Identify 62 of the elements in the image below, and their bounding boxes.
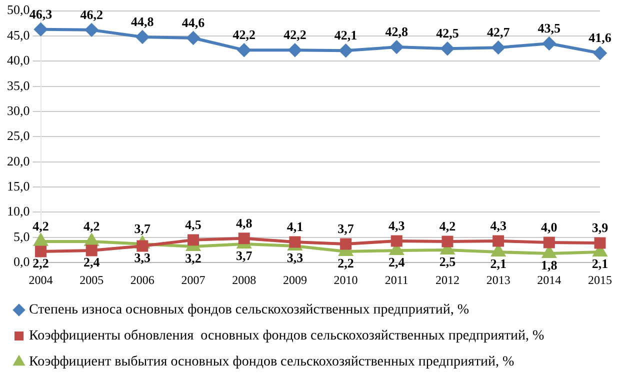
data-label: 42,2 (284, 26, 306, 42)
data-label: 3,7 (338, 220, 354, 236)
data-label: 4,3 (388, 218, 406, 233)
data-label: 4,3 (490, 218, 507, 233)
x-tick-label: 2010 (334, 272, 358, 287)
y-tick-label: 25,0 (7, 128, 30, 144)
x-tick-label: 2004 (28, 272, 53, 287)
y-tick-label: 20,0 (7, 153, 30, 168)
data-label: 2,2 (338, 255, 354, 270)
y-tick-label: 45,0 (7, 27, 30, 42)
data-label: 41,6 (588, 30, 612, 45)
y-tick-label: 30,0 (7, 102, 30, 118)
data-label: 3,3 (134, 250, 152, 265)
data-label: 4,2 (32, 218, 49, 234)
x-tick-label: 2014 (537, 272, 562, 287)
y-tick-label: 5,0 (14, 228, 30, 244)
data-label: 3,3 (286, 250, 304, 265)
y-tick-label: 35,0 (7, 78, 30, 93)
x-tick-label: 2012 (435, 272, 460, 287)
data-label: 3,2 (185, 250, 202, 266)
data-label: 4,2 (439, 218, 456, 234)
data-label: 2,5 (439, 254, 456, 269)
x-tick-label: 2006 (130, 272, 154, 287)
data-label: 2,1 (490, 256, 506, 271)
data-label: 4,0 (541, 219, 558, 234)
data-label: 4,5 (185, 216, 202, 232)
data-label: 42,8 (385, 24, 409, 39)
x-tick-label: 2009 (282, 272, 307, 287)
data-label: 2,4 (388, 254, 406, 270)
data-label: 44,6 (182, 14, 206, 30)
data-label: 46,3 (29, 6, 53, 22)
y-tick-label: 0,0 (14, 254, 30, 270)
data-label: 3,9 (592, 220, 609, 235)
data-label: 3,7 (134, 220, 152, 236)
y-tick-label: 50,0 (7, 2, 30, 18)
data-label: 46,2 (80, 6, 103, 22)
data-label: 2,2 (32, 255, 49, 270)
data-label: 4,8 (236, 215, 253, 230)
y-tick-label: 15,0 (7, 178, 30, 194)
data-label: 2,4 (83, 254, 100, 270)
data-label: 1,8 (541, 257, 558, 272)
data-label: 4,2 (83, 218, 100, 234)
y-tick-label: 10,0 (7, 204, 30, 219)
data-label: 4,1 (286, 218, 304, 234)
data-label: 2,1 (592, 256, 608, 271)
data-label: 42,2 (232, 26, 256, 42)
data-label: 44,8 (131, 14, 154, 29)
data-label: 3,7 (236, 248, 253, 263)
x-tick-label: 2013 (486, 272, 510, 287)
data-label: 42,1 (334, 27, 358, 42)
data-label: 42,7 (486, 24, 510, 40)
y-tick-label: 40,0 (7, 52, 30, 68)
x-tick-label: 2007 (181, 272, 206, 287)
x-tick-label: 2005 (80, 272, 104, 287)
x-tick-label: 2011 (384, 272, 408, 287)
legend-label: Степень износа основных фондов сельскохозяйственных предприятий, % (29, 302, 470, 318)
data-label: 42,5 (436, 25, 460, 40)
legend-label: Коэффициент выбытия основных фондов сельскохозяйственных предприятий, % (29, 354, 515, 370)
x-tick-label: 2008 (232, 272, 256, 287)
legend-label: Коэффициенты обновления основных фондов сельскохозяйственных предприятий, % (29, 328, 545, 344)
data-label: 43,5 (538, 20, 562, 36)
x-tick-label: 2015 (588, 272, 612, 287)
